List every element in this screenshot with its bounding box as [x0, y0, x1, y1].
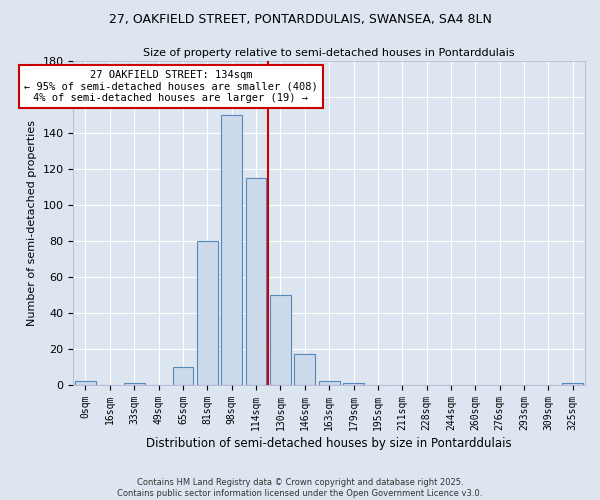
- X-axis label: Distribution of semi-detached houses by size in Pontarddulais: Distribution of semi-detached houses by …: [146, 437, 512, 450]
- Bar: [295, 354, 315, 385]
- Bar: [319, 382, 340, 385]
- Bar: [221, 115, 242, 385]
- Bar: [270, 295, 291, 385]
- Bar: [124, 384, 145, 385]
- Text: 27 OAKFIELD STREET: 134sqm
← 95% of semi-detached houses are smaller (408)
4% of: 27 OAKFIELD STREET: 134sqm ← 95% of semi…: [24, 70, 317, 103]
- Text: Contains HM Land Registry data © Crown copyright and database right 2025.
Contai: Contains HM Land Registry data © Crown c…: [118, 478, 482, 498]
- Bar: [197, 241, 218, 385]
- Bar: [245, 178, 266, 385]
- Bar: [343, 384, 364, 385]
- Bar: [75, 382, 96, 385]
- Y-axis label: Number of semi-detached properties: Number of semi-detached properties: [27, 120, 37, 326]
- Bar: [562, 384, 583, 385]
- Text: 27, OAKFIELD STREET, PONTARDDULAIS, SWANSEA, SA4 8LN: 27, OAKFIELD STREET, PONTARDDULAIS, SWAN…: [109, 12, 491, 26]
- Title: Size of property relative to semi-detached houses in Pontarddulais: Size of property relative to semi-detach…: [143, 48, 515, 58]
- Bar: [173, 367, 193, 385]
